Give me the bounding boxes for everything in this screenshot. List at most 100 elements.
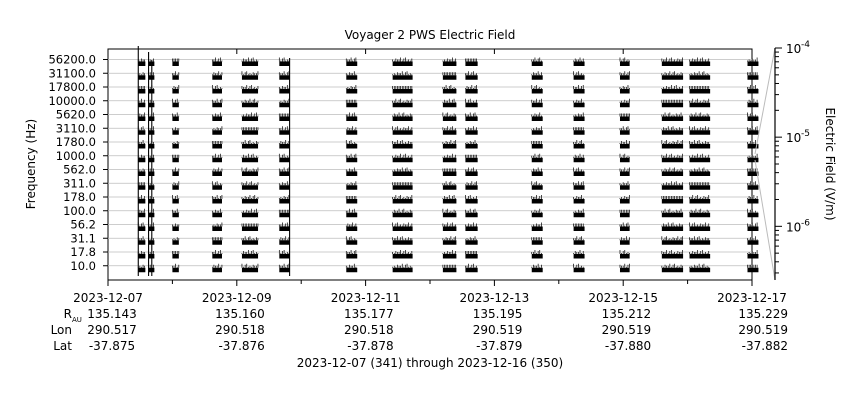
observation-block: [573, 116, 585, 121]
observation-block: [442, 226, 457, 231]
colorbar-tick-exponent: -4: [801, 40, 810, 50]
observation-block: [241, 171, 259, 176]
observation-block: [465, 116, 478, 121]
observation-block: [747, 199, 759, 204]
observation-block: [241, 102, 259, 108]
observation-block: [138, 267, 146, 273]
observation-block: [442, 61, 457, 66]
observation-block: [138, 116, 146, 121]
observation-block: [279, 130, 290, 135]
observation-block: [531, 212, 543, 218]
ephemeris-value: 135.143: [87, 307, 137, 321]
observation-block: [392, 212, 413, 218]
observation-block: [465, 130, 478, 135]
observation-block: [619, 185, 630, 190]
observation-block: [172, 89, 179, 94]
observation-block: [346, 116, 358, 121]
observation-block: [172, 240, 179, 245]
plot-frame: [107, 48, 753, 281]
observation-block: [172, 75, 179, 80]
x-tick-label: 2023-12-13: [460, 291, 530, 305]
ephemeris-value: -37.878: [347, 339, 393, 353]
observation-block: [661, 157, 684, 163]
observation-block: [138, 171, 146, 176]
observation-block: [138, 61, 146, 66]
ephemeris-value: -37.876: [218, 339, 264, 353]
observation-block: [212, 199, 222, 204]
observation-block: [465, 267, 478, 273]
observation-block: [346, 102, 358, 108]
observation-block: [661, 144, 684, 149]
observation-block: [442, 267, 457, 273]
observation-block: [573, 61, 585, 66]
observation-block: [531, 254, 543, 259]
ephemeris-value: 290.517: [87, 323, 137, 337]
observation-block: [138, 130, 146, 135]
observation-block: [212, 144, 222, 149]
observation-block: [392, 130, 413, 135]
plot-background: [107, 48, 753, 281]
y-tick-label: 56.2: [70, 218, 96, 232]
observation-block: [531, 157, 543, 163]
y-tick-label: 5620.0: [56, 108, 96, 122]
observation-block: [138, 226, 146, 231]
observation-block: [279, 267, 290, 273]
observation-block: [172, 130, 179, 135]
colorbar-label: Electric Field (V/m): [823, 107, 837, 220]
observation-block: [346, 240, 358, 245]
observation-block: [138, 254, 146, 259]
observation-block: [279, 144, 290, 149]
y-tick-label: 31.1: [70, 231, 96, 245]
observation-block: [138, 75, 146, 80]
observation-block: [241, 61, 259, 66]
observation-block: [747, 226, 759, 231]
y-tick-label: 562.0: [63, 163, 96, 177]
observation-block: [531, 116, 543, 121]
observation-block: [392, 267, 413, 273]
observation-block: [661, 199, 684, 204]
x-tick-labels: 2023-12-07 2023-12-09 2023-12-11 2023-12-13…: [73, 49, 787, 305]
observation-block: [392, 116, 413, 121]
observation-block: [573, 144, 585, 149]
colorbar-tick-exponent: -6: [801, 218, 810, 228]
observation-block: [689, 144, 711, 149]
observation-block: [573, 185, 585, 190]
observation-block: [689, 75, 711, 80]
observation-block: [279, 226, 290, 231]
y-tick-label: 311.0: [63, 176, 96, 190]
observation-block: [573, 240, 585, 245]
observation-block: [241, 199, 259, 204]
observation-block: [689, 130, 711, 135]
observation-block: [172, 212, 179, 218]
observation-block: [573, 89, 585, 94]
observation-block: [172, 226, 179, 231]
ephemeris-value: 135.177: [344, 307, 394, 321]
observation-block: [661, 185, 684, 190]
observation-block: [442, 144, 457, 149]
y-tick-label: 1000.0: [56, 149, 96, 163]
observation-block: [392, 144, 413, 149]
observation-block: [689, 199, 711, 204]
observation-block: [747, 75, 759, 80]
observation-block: [241, 185, 259, 190]
y-tick-label: 17800.0: [48, 80, 96, 94]
observation-block: [531, 267, 543, 273]
observation-block: [689, 254, 711, 259]
y-tick-label: 100.0: [63, 204, 96, 218]
observation-block: [392, 254, 413, 259]
observation-block: [212, 61, 222, 66]
x-tick-label: 2023-12-09: [202, 291, 272, 305]
observation-block: [346, 254, 358, 259]
colorbar-tick-label: 10: [786, 220, 801, 234]
observation-block: [212, 130, 222, 135]
observation-block: [661, 130, 684, 135]
observation-block: [531, 89, 543, 94]
observation-block: [442, 102, 457, 108]
observation-block: [392, 89, 413, 94]
x-tick-label: 2023-12-17: [717, 291, 787, 305]
y-tick-labels: 56200.031100.017800.010000.05620.03110.0…: [48, 53, 108, 273]
observation-block: [747, 144, 759, 149]
observation-block: [442, 130, 457, 135]
x-tick-label: 2023-12-11: [331, 291, 401, 305]
